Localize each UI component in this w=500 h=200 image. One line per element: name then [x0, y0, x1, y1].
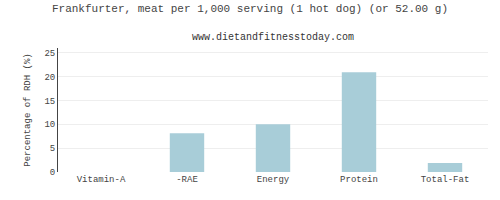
svg-text:Total-Fat: Total-Fat [421, 175, 470, 185]
svg-text:0: 0 [50, 168, 55, 178]
svg-text:15: 15 [44, 97, 55, 107]
svg-text:-RAE: -RAE [176, 175, 198, 185]
svg-text:25: 25 [44, 49, 55, 59]
svg-text:Vitamin-A: Vitamin-A [77, 175, 126, 185]
svg-text:Energy: Energy [257, 175, 290, 185]
svg-text:Percentage of RDH (%): Percentage of RDH (%) [23, 53, 33, 166]
svg-text:5: 5 [50, 144, 55, 154]
svg-text:Protein: Protein [340, 175, 378, 185]
svg-text:10: 10 [44, 120, 55, 130]
svg-text:www.dietandfitnesstoday.com: www.dietandfitnesstoday.com [192, 32, 354, 43]
svg-text:20: 20 [44, 73, 55, 83]
svg-text:Frankfurter, meat per 1,000 se: Frankfurter, meat per 1,000 serving (1 h… [52, 3, 448, 15]
